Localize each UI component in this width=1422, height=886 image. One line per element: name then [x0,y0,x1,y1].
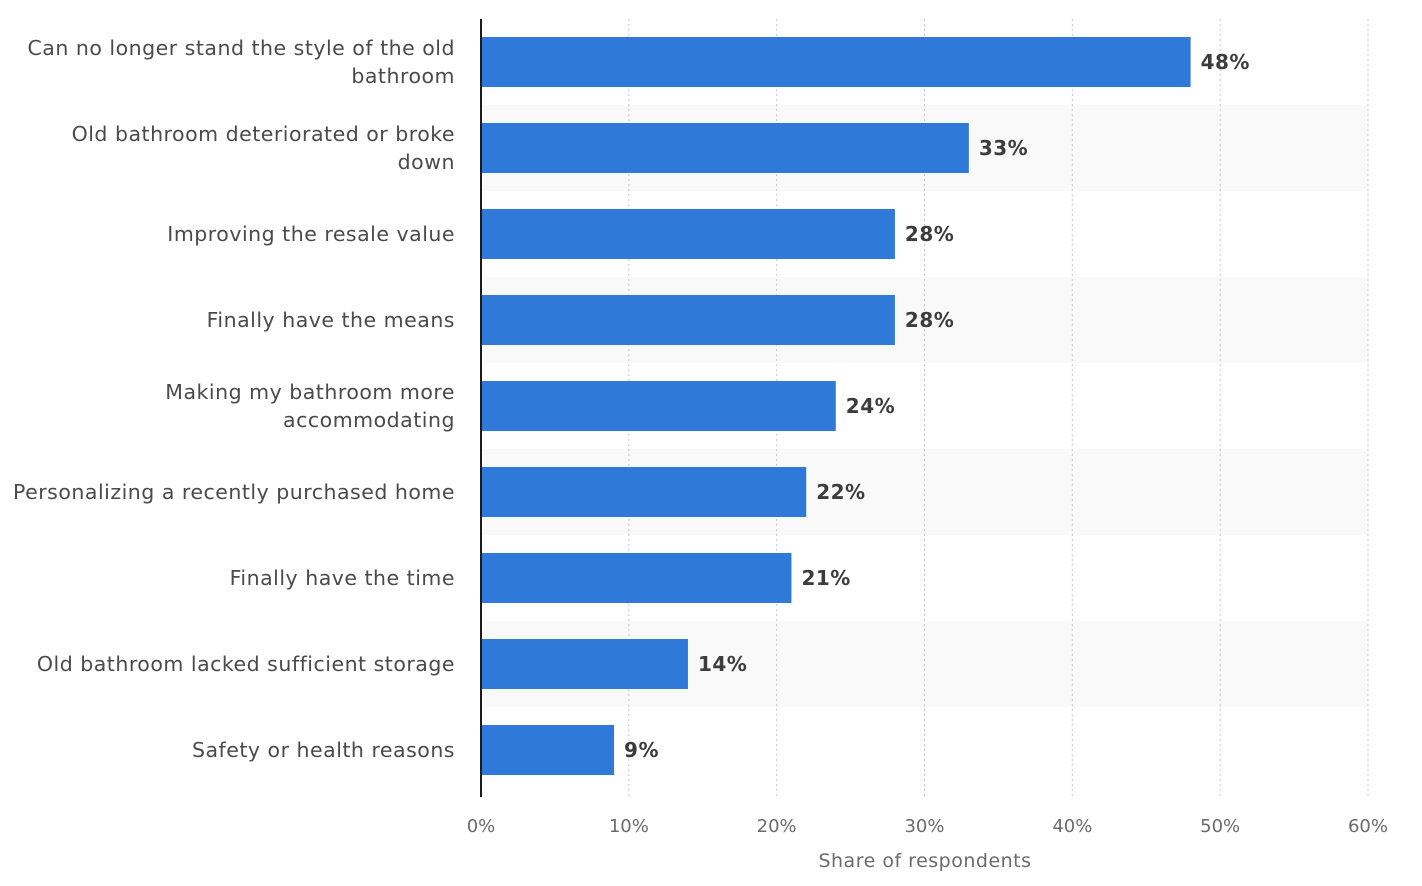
x-tick-label: 40% [1052,816,1092,837]
x-tick-label: 10% [609,816,649,837]
bar-value-label: 22% [816,480,865,504]
bar [481,295,895,345]
x-tick-label: 50% [1200,816,1240,837]
category-labels: Can no longer stand the style of the old… [13,36,455,762]
bar [481,639,688,689]
bar [481,381,836,431]
category-label: Personalizing a recently purchased home [13,480,455,504]
category-label: Old bathroom lacked sufficient storage [37,652,455,676]
x-axis-title: Share of respondents [818,850,1031,872]
category-label: Can no longer stand the style of the old [27,36,455,60]
bar [481,725,615,775]
category-label: bathroom [351,64,455,88]
x-tick-label: 60% [1348,816,1388,837]
x-tick-label: 0% [467,816,496,837]
category-label: Making my bathroom more [165,380,455,404]
bar-value-label: 28% [905,222,954,246]
x-tick-label: 20% [757,816,797,837]
bars [481,37,1191,775]
category-label: Old bathroom deteriorated or broke [72,122,455,146]
x-tick-label: 30% [904,816,944,837]
category-label: Safety or health reasons [192,738,455,762]
bar-value-label: 9% [624,738,659,762]
bar [481,37,1191,87]
bar-value-label: 48% [1201,50,1250,74]
category-label: Improving the resale value [167,222,455,246]
value-labels: 48% 33% 28% 28% 24% 22% 21% 14% 9% [624,50,1250,762]
bar [481,123,969,173]
bar-value-label: 28% [905,308,954,332]
bar-value-label: 21% [801,566,850,590]
category-label: Finally have the time [230,566,455,590]
bar [481,467,807,517]
category-label: down [398,150,455,174]
category-label: Finally have the means [207,308,455,332]
bar-value-label: 14% [698,652,747,676]
bar-value-label: 33% [979,136,1028,160]
bar [481,553,792,603]
bar [481,209,895,259]
category-label: accommodating [283,408,455,432]
bar-value-label: 24% [846,394,895,418]
x-axis-ticks: 0% 10% 20% 30% 40% 50% 60% [467,816,1388,837]
